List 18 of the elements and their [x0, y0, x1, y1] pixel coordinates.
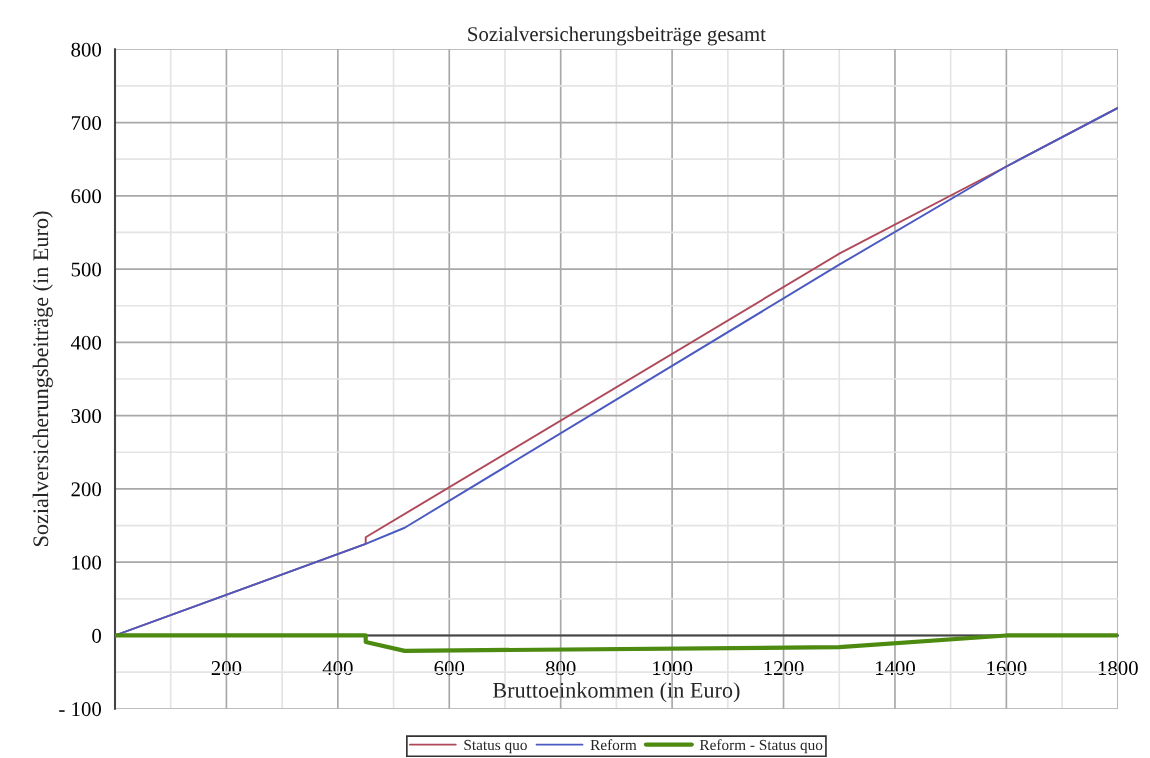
x-axis-title: Bruttoeinkommen (in Euro) [492, 682, 740, 703]
y-tick-label: - 100 [59, 702, 102, 717]
y-axis-title: Sozialversicherungsbeiträge (in Euro) [32, 211, 53, 546]
y-tick-label: 500 [71, 262, 102, 277]
y-tick-label: 400 [70, 335, 102, 350]
y-tick-label: 700 [71, 115, 102, 130]
legend-label: Status quo [464, 739, 527, 754]
y-tick-label: 800 [71, 42, 102, 57]
y-tick-label: 600 [71, 189, 102, 204]
legend-label: Reform - Status quo [699, 739, 823, 754]
y-tick-label: 200 [71, 482, 102, 497]
line-series [115, 633, 1118, 653]
x-tick-label: 1800 [1098, 661, 1138, 676]
y-tick-label: 300 [71, 409, 102, 424]
chart-title: Sozialversicherungsbeiträge gesamt [468, 26, 766, 46]
y-tick-label: 0 [92, 628, 102, 643]
y-tick-label: 100 [72, 555, 102, 570]
legend-label: Reform [590, 739, 637, 751]
